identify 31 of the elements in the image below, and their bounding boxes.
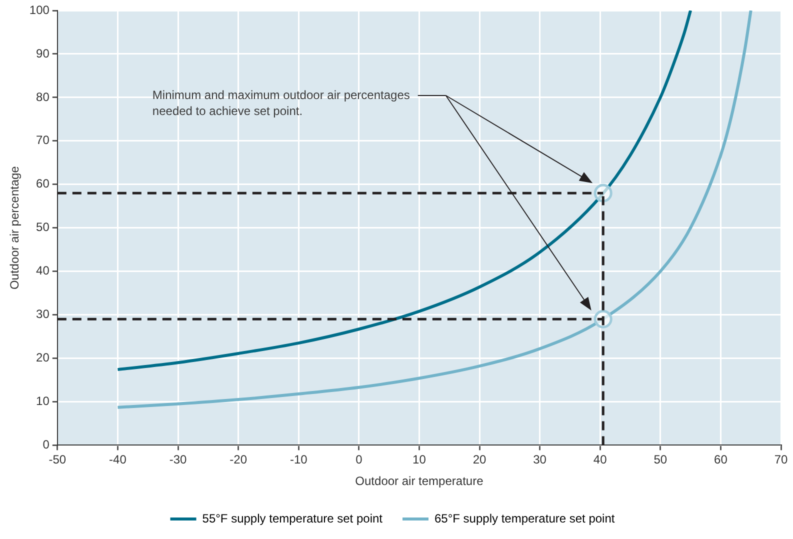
x-tick-label: -30 <box>169 452 188 467</box>
x-tick-label: -20 <box>230 452 248 467</box>
x-axis-title: Outdoor air temperature <box>355 474 484 488</box>
annotation: Minimum and maximum outdoor air percentages needed to achieve set point. <box>152 88 410 118</box>
y-tick-label: 50 <box>36 220 50 234</box>
x-tick-label: 0 <box>356 452 363 467</box>
x-tick-label: 50 <box>654 452 668 467</box>
line-series <box>116 10 692 372</box>
y-tick-label: 0 <box>42 438 50 452</box>
x-tick-label: 70 <box>774 452 788 467</box>
y-tick-label: 10 <box>36 394 50 408</box>
legend-label: 55°F supply temperature set point <box>202 511 384 526</box>
x-tick-label: 40 <box>593 452 608 467</box>
x-tick-label: 10 <box>412 452 426 467</box>
y-tick-label: 30 <box>36 307 50 322</box>
y-tick-label: 90 <box>36 46 50 60</box>
line-series <box>116 10 752 409</box>
y-tick-label: 80 <box>36 90 50 104</box>
y-tick-label: 70 <box>36 133 50 148</box>
y-tick-label: 40 <box>36 264 50 278</box>
x-tick-label: -50 <box>48 452 66 467</box>
y-tick-label: 100 <box>29 2 50 17</box>
x-tick-label: 30 <box>533 452 547 467</box>
x-tick-label: -40 <box>109 452 127 467</box>
legend-label: 65°F supply temperature set point <box>434 511 616 526</box>
x-tick-label: 20 <box>472 452 487 467</box>
x-tick-label: -10 <box>290 452 308 467</box>
x-tick-label: 60 <box>714 452 728 467</box>
y-tick-label: 60 <box>36 176 50 191</box>
y-tick-label: 20 <box>36 350 50 365</box>
y-axis-title: Outdoor air percentage <box>8 166 22 290</box>
